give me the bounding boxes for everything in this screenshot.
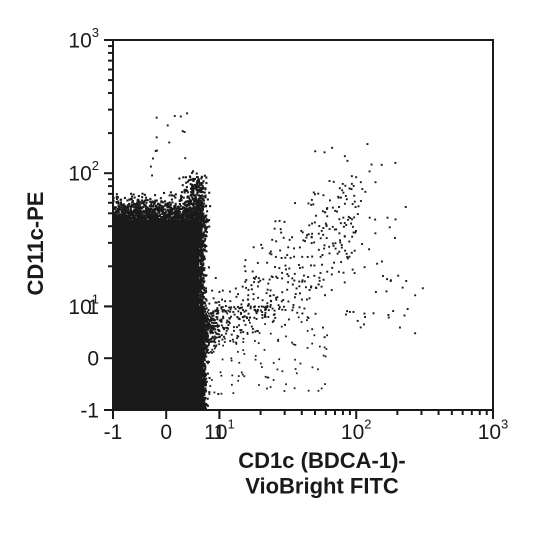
flow-cytometry-scatter: -101101102103-101101102103CD11c-PECD1c (… [0, 0, 540, 540]
chart-svg: -101101102103-101101102103CD11c-PECD1c (… [0, 0, 540, 540]
svg-text:-1: -1 [104, 421, 123, 444]
svg-text:0: 0 [160, 421, 172, 444]
y-axis-title: CD11c-PE [23, 192, 48, 296]
svg-text:-1: -1 [80, 399, 99, 422]
x-axis-title-line1: CD1c (BDCA-1)- [238, 448, 405, 473]
x-axis-title-line2: VioBright FITC [245, 473, 399, 498]
svg-text:0: 0 [87, 348, 99, 371]
